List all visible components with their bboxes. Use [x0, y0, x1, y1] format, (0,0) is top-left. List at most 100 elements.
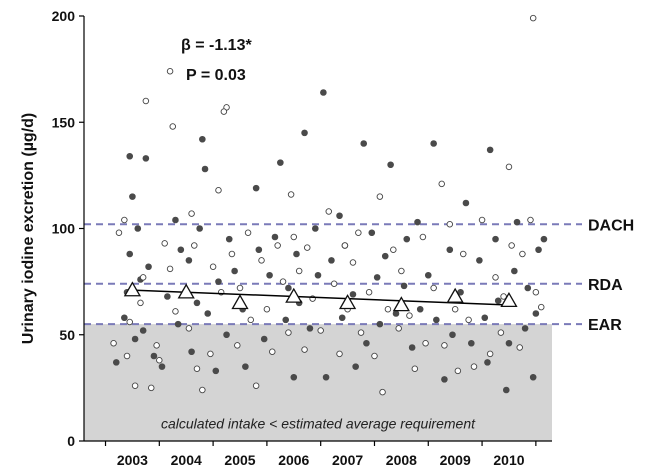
- filled-point-33: [255, 246, 263, 254]
- open-point-82: [508, 242, 515, 249]
- filled-point-37: [277, 159, 284, 166]
- filled-point-44: [306, 325, 314, 332]
- open-point-84: [519, 250, 526, 258]
- filled-point-51: [338, 314, 346, 322]
- filled-point-9: [139, 327, 147, 334]
- open-point-87: [537, 303, 545, 311]
- filled-point-45: [312, 225, 319, 232]
- filled-point-43: [301, 129, 308, 137]
- filled-point-76: [468, 339, 475, 347]
- open-point-17: [185, 325, 193, 332]
- open-point-35: [263, 306, 271, 313]
- filled-point-68: [424, 271, 432, 279]
- open-point-77: [486, 350, 494, 358]
- open-point-5: [131, 382, 139, 390]
- open-point-29: [234, 342, 241, 349]
- open-point-83: [516, 344, 523, 351]
- filled-point-31: [242, 363, 249, 370]
- filled-point-88: [524, 284, 532, 292]
- x-tick-label: 2004: [171, 452, 202, 468]
- open-point-36: [269, 348, 276, 356]
- open-point-59: [384, 306, 392, 313]
- filled-point-73: [449, 331, 456, 339]
- filled-point-84: [505, 339, 513, 347]
- open-point-9: [147, 384, 155, 392]
- filled-point-11: [145, 263, 152, 271]
- open-point-3: [123, 352, 131, 360]
- open-point-60: [390, 246, 397, 253]
- open-point-27: [220, 108, 228, 115]
- open-point-2: [121, 216, 128, 224]
- y-tick-label: 50: [59, 327, 75, 343]
- filled-point-80: [486, 146, 494, 154]
- open-point-33: [252, 382, 260, 390]
- open-point-47: [325, 208, 333, 215]
- filled-point-14: [164, 293, 171, 300]
- filled-point-57: [368, 229, 376, 237]
- open-point-48: [330, 280, 338, 288]
- open-point-32: [247, 316, 255, 324]
- open-point-43: [301, 346, 308, 353]
- open-point-39: [285, 329, 292, 336]
- filled-point-77: [476, 257, 483, 264]
- open-point-12: [161, 240, 168, 247]
- reference-lines: DACH RDA EAR: [84, 217, 634, 334]
- x-tick-label: 2005: [224, 452, 255, 468]
- open-point-24: [215, 186, 222, 194]
- filled-point-66: [414, 218, 421, 226]
- filled-point-38: [282, 316, 290, 324]
- open-point-73: [459, 250, 467, 258]
- open-point-56: [371, 352, 378, 360]
- mean-marker-2005: [231, 294, 249, 310]
- filled-point-0: [112, 359, 120, 366]
- open-point-0: [110, 340, 117, 347]
- filled-point-86: [513, 218, 521, 226]
- open-point-52: [349, 259, 357, 266]
- filled-point-91: [540, 235, 548, 243]
- ref-label-dach: DACH: [588, 217, 634, 234]
- filled-point-90: [535, 246, 542, 254]
- open-point-20: [193, 365, 201, 373]
- open-point-6: [137, 299, 144, 307]
- open-point-13: [166, 265, 174, 273]
- filled-point-18: [185, 257, 193, 264]
- filled-point-41: [293, 250, 300, 258]
- open-point-37: [274, 242, 281, 249]
- open-point-58: [379, 388, 386, 396]
- mean-marker-2008: [392, 296, 410, 312]
- open-point-42: [295, 267, 303, 275]
- filled-point-6: [131, 335, 139, 343]
- y-tick-label: 100: [52, 221, 76, 237]
- scatter-points: [110, 14, 548, 396]
- open-point-71: [451, 306, 459, 313]
- ref-label-rda: RDA: [588, 277, 623, 294]
- mean-marker-2009: [446, 287, 464, 303]
- open-point-10: [153, 342, 160, 349]
- filled-point-29: [231, 267, 238, 275]
- open-point-8: [142, 97, 150, 105]
- mean-marker-2007: [338, 294, 357, 310]
- filled-point-70: [433, 316, 440, 324]
- filled-point-53: [349, 291, 357, 298]
- open-point-68: [438, 180, 445, 188]
- filled-point-87: [521, 325, 529, 332]
- filled-point-26: [215, 278, 222, 285]
- filled-point-28: [225, 235, 233, 243]
- x-tick-label: 2003: [117, 452, 148, 468]
- filled-point-3: [126, 250, 134, 258]
- open-point-81: [505, 163, 513, 171]
- open-point-72: [454, 367, 462, 375]
- open-point-53: [355, 229, 362, 236]
- filled-point-48: [322, 373, 330, 381]
- open-point-49: [336, 350, 343, 358]
- filled-point-36: [271, 233, 279, 241]
- x-tick-label: 2007: [332, 452, 363, 468]
- mean-marker-2004: [177, 283, 195, 299]
- open-point-44: [303, 244, 311, 251]
- open-point-62: [398, 267, 405, 275]
- filled-point-83: [502, 386, 510, 394]
- y-axis-title: Urinary iodine excretion (µg/d): [20, 113, 37, 344]
- open-point-31: [244, 229, 252, 236]
- filled-point-27: [223, 331, 230, 339]
- open-point-50: [341, 242, 349, 249]
